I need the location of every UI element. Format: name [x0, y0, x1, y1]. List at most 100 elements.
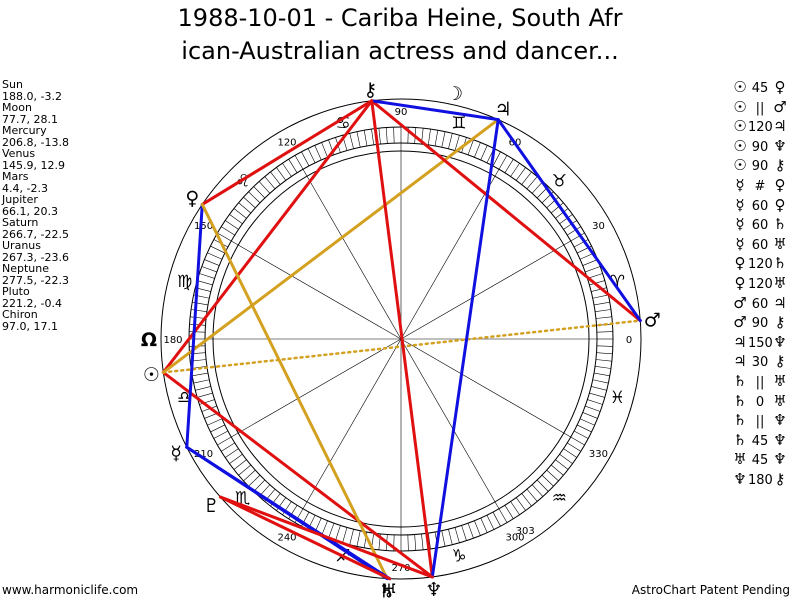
- degree-tick: [546, 196, 559, 209]
- degree-tick: [596, 352, 613, 355]
- aspect-row: ♆180 ⚷: [732, 470, 788, 490]
- degree-tick: [504, 159, 514, 173]
- degree-tick: [498, 508, 508, 523]
- degree-tick: [217, 232, 232, 242]
- aspect-planet-b: ♅: [773, 234, 787, 253]
- aspect-planet-b: ♄: [773, 215, 787, 234]
- degree-tick: [393, 127, 395, 144]
- planet-name: Pluto: [2, 285, 30, 298]
- planet-glyph: ♄: [378, 581, 395, 600]
- degree-tick: [546, 469, 559, 482]
- degree-tick: [321, 520, 328, 536]
- degree-tick: [593, 301, 610, 306]
- degree-tick: [207, 418, 223, 426]
- aspect-type: 180: [748, 472, 773, 488]
- aspect-type: ||: [755, 100, 765, 116]
- degree-tick: [225, 448, 239, 458]
- degree-tick: [596, 331, 613, 333]
- degree-tick: [585, 266, 601, 273]
- aspect-row: ♂ 90 ⚷: [732, 313, 788, 333]
- aspect-planet-a: ♄: [733, 411, 747, 430]
- planet-glyph: ♇: [203, 495, 220, 517]
- planet-coords: 77.7, 28.1: [2, 112, 58, 126]
- aspect-planet-b: ♂: [773, 97, 787, 116]
- aspect-planet-b: ⚷: [774, 352, 786, 371]
- degree-tick: [480, 145, 488, 161]
- degree-tick: [210, 245, 225, 254]
- aspect-type: 45: [751, 453, 769, 469]
- aspect-row: ☿ 60 ♀: [732, 196, 788, 216]
- degree-tick: [492, 511, 501, 527]
- zodiac-sign-glyph: ♉: [552, 172, 567, 192]
- aspect-row: ☿ 60 ♄: [732, 215, 788, 235]
- degree-tick: [349, 133, 354, 149]
- aspect-planet-a: ☿: [735, 195, 745, 214]
- zodiac-sign-glyph: ♋: [335, 114, 350, 134]
- planet-glyph: ☽: [446, 83, 463, 105]
- degree-tick: [307, 148, 316, 163]
- aspect-row: ♄ || ♅: [732, 372, 788, 392]
- planet-entry: Sun 188.0, -3.2: [2, 79, 69, 102]
- aspect-line: [370, 99, 500, 122]
- aspect-row: ☿ # ♀: [732, 176, 788, 196]
- planet-entry: Pluto 221.2, -0.4: [2, 286, 69, 309]
- aspect-planet-a: ♄: [733, 391, 747, 410]
- degree-tick: [454, 527, 460, 543]
- degree-tick: [229, 214, 243, 225]
- planet-name: Mercury: [2, 124, 47, 137]
- planet-name: Mars: [2, 170, 29, 183]
- planet-glyphs: ☉ ☽ ☿ ♀ ♂ ♃ ♄♅ ♆ ♇ ⚷ Ω: [141, 79, 661, 600]
- degree-tick: [427, 129, 431, 145]
- planet-entry: Jupiter 66.1, 20.3: [2, 194, 69, 217]
- zodiac-sign-glyph: ♑: [451, 546, 466, 566]
- degree-label: 180: [163, 335, 182, 346]
- degree-tick: [213, 430, 229, 439]
- aspect-planet-a: ♀: [734, 254, 746, 273]
- aspect-type: 60: [751, 218, 769, 234]
- degree-tick: [371, 129, 375, 145]
- aspect-line: [161, 118, 500, 374]
- aspect-planet-a: ☿: [735, 215, 745, 234]
- footer-website[interactable]: www.harmoniclife.com: [2, 583, 139, 597]
- degree-tick: [192, 372, 209, 377]
- degree-tick: [563, 220, 577, 230]
- aspect-planet-a: ☉: [733, 117, 747, 136]
- degree-tick: [480, 517, 488, 533]
- degree-tick: [204, 259, 220, 266]
- degree-label: 120: [277, 138, 296, 149]
- degree-tick: [201, 266, 217, 273]
- aspect-planet-b: ♆: [773, 450, 787, 469]
- planet-glyph: ♅: [381, 581, 398, 600]
- aspect-line: [161, 370, 434, 579]
- degree-tick: [248, 474, 261, 487]
- planet-coords: 206.8, -13.8: [2, 135, 69, 149]
- aspect-planet-b: ♅: [773, 391, 787, 410]
- aspect-type: 120: [748, 257, 773, 273]
- planet-coords: 266.7, -22.5: [2, 227, 69, 241]
- degree-tick: [567, 442, 581, 452]
- aspect-row: ♅ 45 ♆: [732, 450, 788, 470]
- aspect-type: 45: [751, 81, 769, 96]
- aspect-line: [370, 99, 434, 579]
- degree-tick: [356, 131, 361, 148]
- degree-label: 210: [194, 449, 213, 460]
- degree-label: 270: [391, 563, 410, 574]
- degree-tick: [515, 167, 526, 181]
- degree-tick: [567, 226, 581, 236]
- aspect-planet-a: ♆: [733, 469, 747, 488]
- degree-tick: [589, 280, 605, 286]
- degree-tick: [498, 155, 508, 170]
- aspect-planet-a: ☉: [733, 97, 747, 116]
- aspect-planet-a: ☉: [733, 156, 747, 175]
- degree-tick: [221, 226, 235, 236]
- degree-tick: [238, 202, 252, 214]
- degree-tick: [335, 525, 341, 541]
- aspect-line: [185, 445, 392, 581]
- degree-tick: [407, 534, 409, 551]
- footer-patent-note: AstroChart Patent Pending: [631, 583, 790, 597]
- degree-tick: [217, 436, 232, 446]
- planet-glyph: ⚷: [363, 79, 377, 101]
- degree-tick: [193, 379, 210, 384]
- aspect-planet-b: ♅: [773, 371, 787, 390]
- degree-tick: [515, 497, 526, 511]
